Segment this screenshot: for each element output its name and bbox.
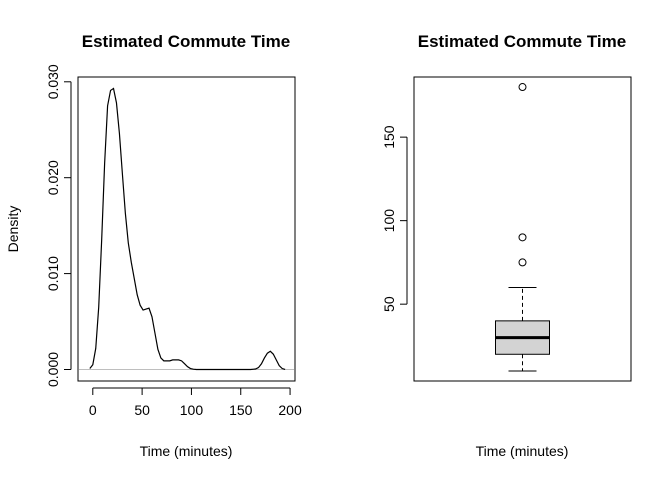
- density-x-axis-label: Time (minutes): [140, 443, 233, 459]
- density-y-tick-label: 0.020: [45, 160, 61, 195]
- density-y-tick-label: 0.010: [45, 256, 61, 291]
- boxplot-y-tick-label: 50: [381, 296, 397, 312]
- outlier-point: [518, 83, 527, 92]
- density-x-tick-label: 150: [229, 402, 253, 418]
- outlier-point: [518, 258, 527, 267]
- density-x-tick-label: 0: [89, 402, 97, 418]
- boxplot-marks: [495, 83, 550, 372]
- density-y-axis-label: Density: [5, 206, 21, 253]
- density-y-tick-label: 0.030: [45, 64, 61, 99]
- density-y-axis: 0.000 0.010 0.020 0.030: [45, 64, 72, 387]
- boxplot-title: Estimated Commute Time: [418, 32, 626, 51]
- density-x-tick-label: 100: [180, 402, 204, 418]
- density-curve: [89, 87, 286, 371]
- density-title: Estimated Commute Time: [82, 32, 290, 51]
- density-x-tick-label: 200: [278, 402, 302, 418]
- density-y-tick-label: 0.000: [45, 352, 61, 387]
- density-plot-frame: [77, 76, 296, 382]
- boxplot-y-tick-label: 100: [381, 209, 397, 233]
- density-x-tick-label: 50: [134, 402, 150, 418]
- boxplot-x-axis-label: Time (minutes): [476, 443, 569, 459]
- density-panel: Estimated Commute Time 0 50 100 150 200 0.00…: [5, 32, 302, 459]
- outlier-point: [518, 233, 527, 242]
- boxplot-panel: Estimated Commute Time 50 100 150 Time (mi…: [381, 32, 632, 459]
- boxplot-plot-frame: [413, 76, 632, 382]
- boxplot-y-tick-label: 150: [381, 125, 397, 149]
- density-x-axis: 0 50 100 150 200: [89, 387, 302, 418]
- boxplot-y-axis: 50 100 150: [381, 125, 408, 312]
